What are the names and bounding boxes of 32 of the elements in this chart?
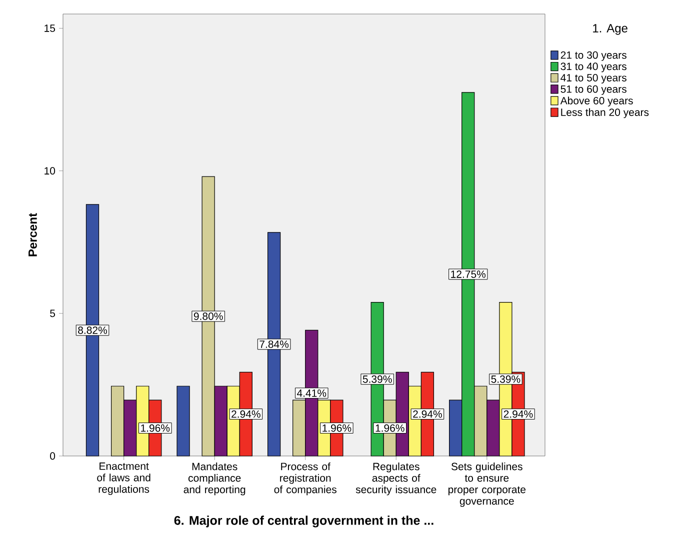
legend-label: 51 to 60 years: [560, 85, 626, 95]
legend-label: 41 to 50 years: [560, 74, 626, 84]
data-label: 4.41%: [296, 389, 326, 397]
x-tick-label: Enactment of laws and regulations: [97, 462, 150, 495]
data-label: 1.96%: [376, 424, 404, 432]
data-label: 5.39%: [491, 375, 520, 383]
legend-label: Above 60 years: [560, 96, 633, 106]
data-label: 2.94%: [504, 410, 533, 418]
x-tick-label: Regulates aspects of security issuance: [356, 462, 436, 496]
data-label: 2.94%: [232, 410, 260, 418]
data-label: 8.82%: [78, 326, 108, 334]
x-tick-label: Mandates compliance and reporting: [184, 462, 246, 496]
y-tick-label: 15: [44, 24, 56, 32]
y-tick-label: 5: [50, 310, 56, 318]
data-label: 5.39%: [362, 375, 392, 383]
legend-label: 21 to 30 years: [560, 51, 626, 61]
bar: [176, 386, 190, 456]
y-tick-label: 10: [44, 167, 56, 175]
data-label: 1.96%: [141, 424, 170, 432]
data-label: 12.75%: [451, 270, 486, 278]
data-label: 7.84%: [260, 340, 289, 348]
legend-label: Less than 20 years: [561, 108, 649, 118]
x-tick-label: Sets guidelines to ensure proper corporate governance: [448, 462, 526, 507]
y-axis-title: Percent: [28, 213, 37, 256]
x-axis-title: 6. Major role of central government in the ...: [174, 516, 434, 528]
data-label: 1.96%: [322, 424, 352, 432]
legend-label: 31 to 40 years: [560, 62, 626, 72]
y-tick-label: 0: [50, 452, 56, 460]
x-tick-label: Process of registration of companies: [274, 462, 336, 496]
legend-title: 1. Age: [593, 24, 628, 35]
data-label: 9.80%: [194, 312, 223, 320]
data-label: 2.94%: [413, 410, 442, 418]
